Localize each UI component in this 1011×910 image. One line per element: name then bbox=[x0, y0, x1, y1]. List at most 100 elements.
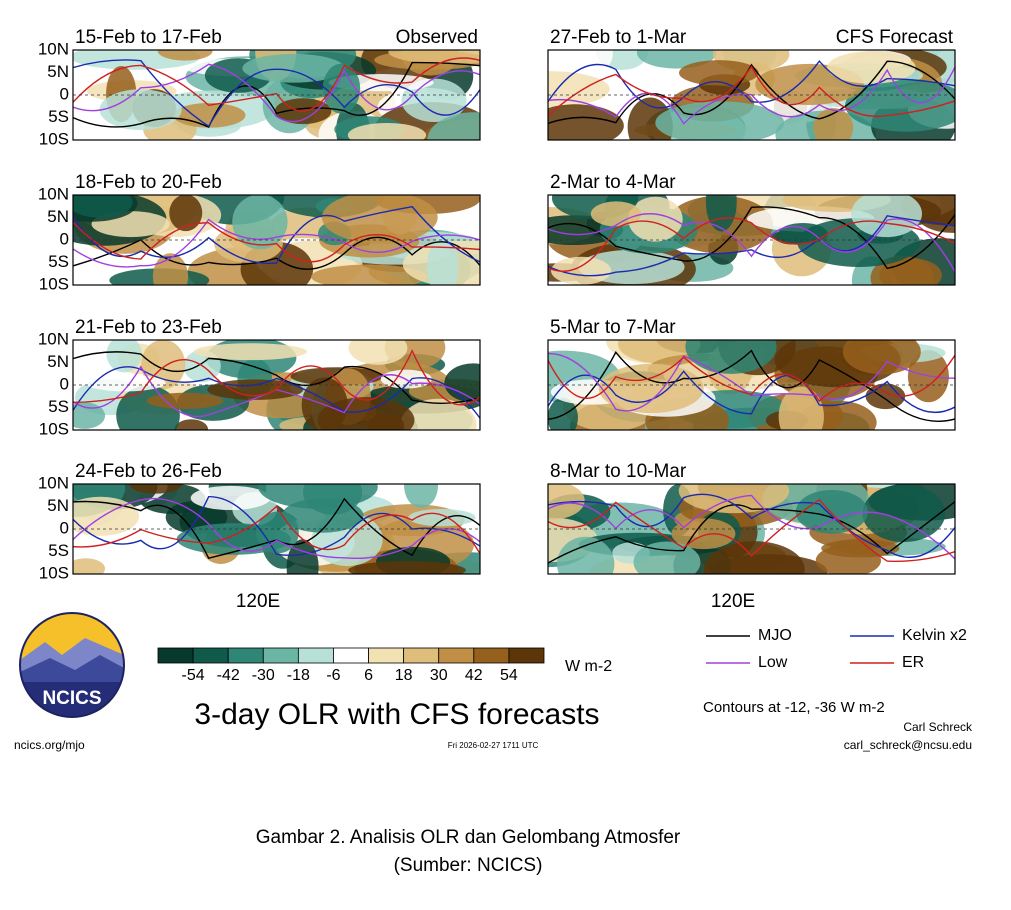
lat-label: 5S bbox=[48, 107, 69, 126]
olr-anomaly bbox=[321, 195, 438, 244]
contour bbox=[73, 218, 480, 268]
panel-frame bbox=[547, 194, 956, 286]
legend-label: Low bbox=[758, 654, 788, 671]
contour bbox=[548, 354, 955, 403]
olr-anomaly bbox=[655, 101, 785, 140]
olr-anomaly bbox=[821, 539, 900, 558]
contour bbox=[548, 493, 955, 559]
colorbar-bin bbox=[262, 647, 299, 664]
contour bbox=[73, 63, 480, 123]
olr-anomaly bbox=[232, 195, 288, 250]
panel-frame bbox=[547, 339, 956, 431]
olr-anomaly bbox=[598, 363, 704, 414]
logo: NCICS bbox=[19, 612, 125, 718]
contour bbox=[548, 206, 955, 270]
colorbar-bin bbox=[438, 647, 475, 664]
olr-anomaly bbox=[813, 107, 854, 140]
olr-anomaly bbox=[548, 104, 624, 140]
colorbar-tick: 54 bbox=[500, 667, 518, 684]
olr-anomaly bbox=[827, 51, 916, 84]
panel-frame bbox=[72, 483, 481, 575]
contour bbox=[73, 57, 480, 112]
lat-label: 0 bbox=[60, 229, 69, 248]
contour bbox=[73, 61, 480, 129]
panel-title: 2-Mar to 4-Mar bbox=[550, 172, 676, 193]
panel-title: 5-Mar to 7-Mar bbox=[550, 317, 676, 338]
panel-title: 15-Feb to 17-Feb bbox=[75, 27, 222, 48]
colorbar-bin bbox=[333, 647, 369, 664]
colorbar-bin bbox=[403, 647, 440, 664]
contour bbox=[548, 60, 955, 124]
panel-frame bbox=[72, 339, 481, 431]
olr-anomaly bbox=[548, 71, 610, 108]
colorbar-tick: -54 bbox=[182, 667, 205, 684]
contour bbox=[548, 501, 955, 564]
olr-anomaly bbox=[347, 123, 427, 140]
olr-anomaly bbox=[427, 236, 459, 285]
olr-anomaly bbox=[174, 419, 209, 430]
map-panel bbox=[73, 340, 480, 430]
olr-anomaly bbox=[628, 196, 683, 242]
lat-label: 0 bbox=[60, 518, 69, 537]
contour bbox=[548, 65, 955, 118]
contour bbox=[73, 221, 480, 263]
panel-frame bbox=[547, 49, 956, 141]
colorbar-tick: -42 bbox=[217, 667, 240, 684]
caption: Gambar 2. Analisis OLR dan Gelombang Atm… bbox=[256, 827, 681, 848]
contours-note: Contours at -12, -36 W m-2 bbox=[703, 699, 885, 716]
logo-ring bbox=[19, 612, 125, 718]
colorbar-tick: -6 bbox=[326, 667, 340, 684]
contour bbox=[548, 215, 955, 277]
colorbar-bin bbox=[227, 647, 264, 664]
lat-label: 10S bbox=[39, 419, 69, 438]
lat-label: 5N bbox=[47, 496, 69, 515]
contour bbox=[73, 205, 480, 265]
map-panel bbox=[73, 195, 480, 285]
olr-anomaly bbox=[388, 50, 480, 65]
olr-anomaly bbox=[795, 489, 868, 534]
olr-anomaly bbox=[704, 541, 805, 574]
lat-label: 0 bbox=[60, 374, 69, 393]
column-header: Observed bbox=[396, 27, 478, 48]
olr-anomaly bbox=[551, 256, 612, 285]
olr-anomaly bbox=[311, 264, 427, 285]
panel-frame bbox=[547, 483, 956, 575]
map-panel bbox=[73, 50, 480, 140]
olr-anomaly bbox=[590, 201, 642, 227]
olr-anomaly bbox=[408, 509, 476, 527]
lat-label: 5N bbox=[47, 352, 69, 371]
olr-anomaly bbox=[845, 79, 955, 132]
contour bbox=[548, 217, 955, 272]
contour bbox=[548, 494, 955, 560]
olr-anomaly bbox=[400, 398, 477, 430]
lat-label: 10N bbox=[38, 473, 69, 492]
colorbar-bin bbox=[473, 647, 510, 664]
panel-title: 21-Feb to 23-Feb bbox=[75, 317, 222, 338]
colorbar-bin bbox=[508, 647, 545, 664]
lat-label: 10N bbox=[38, 184, 69, 203]
panel-frame bbox=[72, 49, 481, 141]
contour bbox=[73, 366, 480, 419]
legend-label: MJO bbox=[758, 627, 792, 644]
map-panel bbox=[548, 195, 955, 285]
olr-anomaly bbox=[678, 60, 759, 86]
panel-title: 24-Feb to 26-Feb bbox=[75, 461, 222, 482]
colorbar-tick: 42 bbox=[465, 667, 483, 684]
olr-anomaly bbox=[169, 195, 203, 232]
lat-label: 5S bbox=[48, 252, 69, 271]
lat-label: 0 bbox=[60, 84, 69, 103]
contour bbox=[548, 498, 955, 562]
olr-anomaly bbox=[842, 340, 921, 375]
olr-anomaly bbox=[548, 484, 585, 520]
lat-label: 10N bbox=[38, 329, 69, 348]
colorbar-tick: -30 bbox=[252, 667, 275, 684]
map-panel bbox=[548, 340, 955, 430]
lat-label: 10N bbox=[38, 39, 69, 58]
olr-anomaly bbox=[851, 195, 923, 238]
lon-label: 120E bbox=[711, 591, 755, 612]
olr-anomaly bbox=[129, 484, 182, 494]
colorbar-bin bbox=[368, 647, 405, 664]
colorbar-bin bbox=[192, 647, 229, 664]
olr-anomaly bbox=[99, 89, 182, 130]
